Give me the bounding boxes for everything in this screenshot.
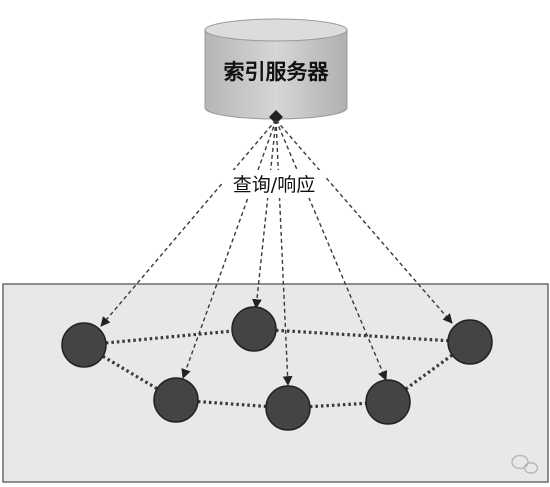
peer-node (61, 322, 107, 368)
arrow-to-peer-5 (275, 119, 388, 381)
peer-link (83, 327, 255, 347)
server-connector (269, 110, 283, 124)
arrow-to-peer-6 (275, 119, 453, 324)
peer-node (265, 385, 311, 431)
arrow-to-peer-1 (100, 119, 277, 327)
peer-node (231, 306, 277, 352)
index-server-top (204, 18, 348, 42)
query-response-arrows (100, 119, 453, 386)
query-response-label: 查询/响应 (233, 174, 315, 196)
edge-label-backing (222, 170, 326, 198)
wechat-icon (511, 454, 539, 474)
arrow-to-peer-2 (181, 119, 277, 379)
peer-network-panel (2, 283, 549, 483)
arrow-to-peer-3 (252, 119, 277, 309)
arrow-to-peer-4 (275, 119, 293, 386)
peer-node (153, 377, 199, 423)
index-server: 索引服务器 (204, 18, 348, 120)
peer-nodes (61, 306, 493, 431)
index-server-label: 索引服务器 (224, 60, 330, 84)
peer-node (447, 319, 493, 365)
peer-node (365, 379, 411, 425)
